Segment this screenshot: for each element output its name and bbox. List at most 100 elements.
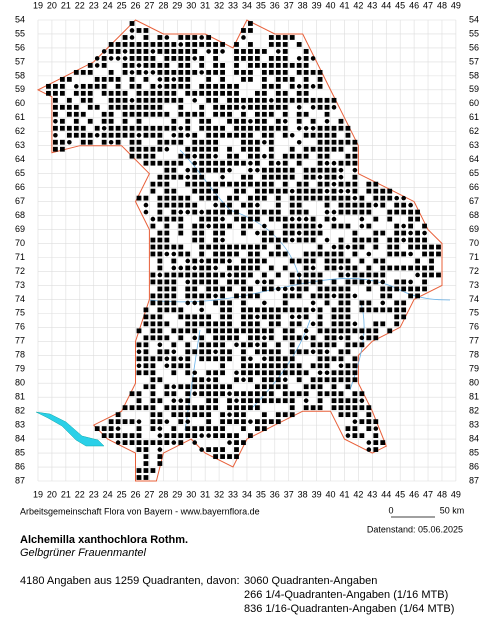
record-square <box>282 63 288 68</box>
record-square <box>164 349 170 355</box>
record-dot <box>296 105 302 110</box>
row-label: 63 <box>15 140 25 150</box>
record-dot <box>192 160 198 166</box>
record-square <box>289 35 295 40</box>
record-square <box>261 328 267 334</box>
record-square <box>310 384 316 390</box>
record-square <box>53 125 58 131</box>
record-square <box>213 328 219 334</box>
record-square <box>289 223 295 229</box>
record-square <box>220 447 225 452</box>
record-square <box>324 181 330 187</box>
record-square <box>387 237 393 243</box>
record-square <box>115 139 121 145</box>
record-square <box>192 111 198 117</box>
record-dot <box>310 300 316 306</box>
record-square <box>157 90 163 96</box>
record-square <box>324 293 330 299</box>
record-square <box>171 412 177 418</box>
record-square <box>380 440 386 445</box>
record-square <box>171 286 177 292</box>
record-square <box>296 209 302 215</box>
record-square <box>282 104 288 110</box>
record-square <box>296 153 302 159</box>
record-dot <box>192 335 198 341</box>
record-square <box>275 90 281 96</box>
record-square <box>331 342 337 348</box>
record-square <box>289 328 295 334</box>
record-dot <box>303 328 309 334</box>
record-square <box>199 118 205 124</box>
record-square <box>185 384 191 390</box>
record-square <box>241 160 246 166</box>
record-square <box>268 83 274 89</box>
record-square <box>261 230 267 236</box>
record-square <box>422 286 427 292</box>
record-square <box>206 69 212 75</box>
record-square <box>254 209 260 215</box>
record-square <box>150 42 156 47</box>
row-label: 74 <box>15 294 25 304</box>
record-square <box>275 118 281 124</box>
record-square <box>206 167 212 173</box>
record-square <box>108 125 114 131</box>
record-square <box>254 391 260 397</box>
record-square <box>129 391 135 397</box>
record-dot <box>192 265 198 271</box>
record-square <box>310 251 316 257</box>
record-square <box>143 447 149 452</box>
record-dot <box>303 216 309 222</box>
record-square <box>143 335 149 341</box>
record-square <box>380 321 386 327</box>
record-dot <box>255 202 260 208</box>
record-square <box>213 216 219 222</box>
record-square <box>415 258 420 264</box>
record-square <box>241 349 246 355</box>
record-square <box>268 69 274 75</box>
record-square <box>220 83 225 89</box>
record-dot <box>303 125 309 131</box>
record-square <box>352 377 358 383</box>
record-square <box>248 63 253 68</box>
record-square <box>150 426 156 432</box>
record-square <box>282 363 288 369</box>
record-square <box>261 104 267 110</box>
record-square <box>324 356 330 362</box>
record-square <box>415 237 420 243</box>
row-label: 62 <box>15 126 25 136</box>
record-square <box>429 258 434 264</box>
row-label: 71 <box>469 252 479 262</box>
record-square <box>387 251 393 257</box>
record-square <box>164 384 170 390</box>
record-square <box>338 328 344 334</box>
record-dot <box>275 160 281 166</box>
record-square <box>387 216 393 222</box>
record-square <box>387 244 393 250</box>
record-square <box>157 181 163 187</box>
record-square <box>136 440 142 445</box>
record-square <box>59 90 65 96</box>
record-square <box>248 321 253 327</box>
record-square <box>366 181 372 187</box>
record-square <box>401 202 407 208</box>
record-square <box>289 398 295 404</box>
record-square <box>241 293 246 299</box>
record-square <box>213 56 219 61</box>
record-square <box>352 391 358 397</box>
record-square <box>143 35 149 40</box>
record-square <box>171 202 177 208</box>
record-square <box>213 370 219 376</box>
record-square <box>143 307 149 313</box>
record-dot <box>199 307 204 313</box>
record-square <box>241 265 246 271</box>
record-dot <box>296 230 302 236</box>
record-square <box>394 223 400 229</box>
record-square <box>241 363 246 369</box>
record-square <box>254 244 260 250</box>
record-square <box>192 174 198 180</box>
record-square <box>192 258 198 264</box>
record-square <box>227 181 232 187</box>
record-square <box>248 342 253 348</box>
record-square <box>199 251 205 257</box>
record-square <box>101 111 107 117</box>
